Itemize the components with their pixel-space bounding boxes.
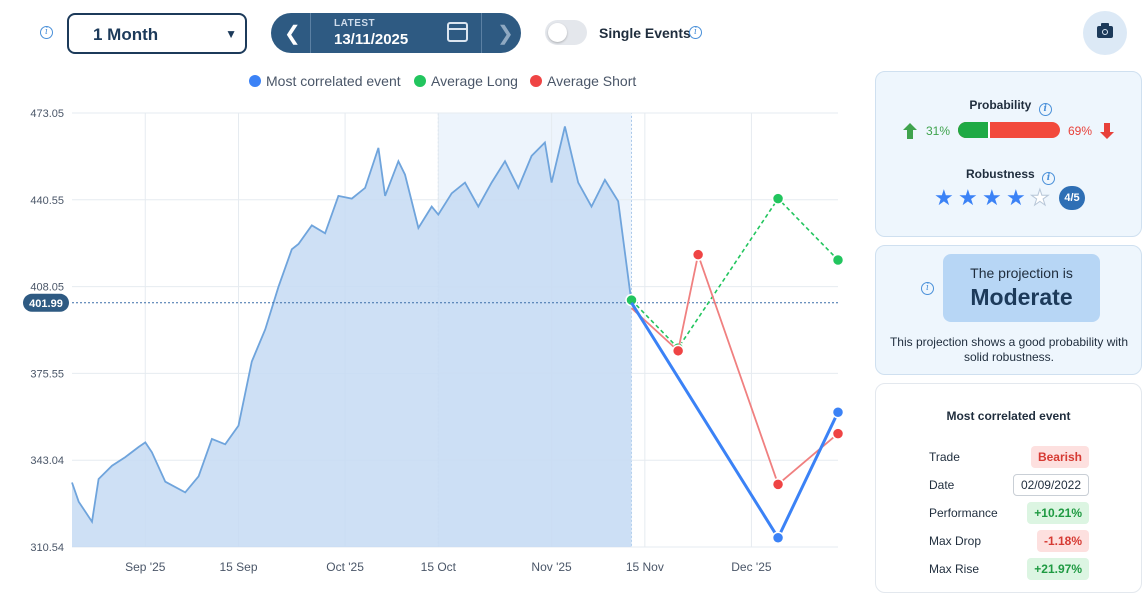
average-long-line <box>630 197 839 350</box>
probability-card: Probability i 31% 69% Robustness i ★ ★ ★ ★ ★… <box>875 71 1142 237</box>
most-correlated-point <box>831 405 845 419</box>
star-icon: ★ <box>934 185 954 210</box>
x-tick-label: 15 Sep <box>219 560 257 574</box>
x-tick-label: Nov '25 <box>531 560 572 574</box>
info-icon[interactable]: i <box>689 26 702 39</box>
period-select-value: 1 Month <box>93 25 159 44</box>
date-caption: LATEST <box>334 18 376 29</box>
stat-key: Trade <box>929 450 960 464</box>
average-short-point <box>771 478 785 491</box>
probability-bar <box>958 122 1060 138</box>
x-tick-label: Oct '25 <box>326 560 364 574</box>
average-long-point <box>771 192 785 205</box>
chart-legend: Most correlated event Average Long Avera… <box>0 66 870 96</box>
stat-key: Performance <box>929 506 998 520</box>
toggle-knob <box>548 23 567 42</box>
most-correlated-point <box>771 531 785 545</box>
arrow-down-icon <box>1100 123 1114 139</box>
legend-label: Average Short <box>547 73 637 89</box>
projection-description: This projection shows a good probability… <box>889 335 1129 364</box>
chevron-right-icon: ❯ <box>497 23 514 45</box>
stat-value: Bearish <box>1030 446 1089 468</box>
legend-average-short[interactable]: Average Short <box>530 73 636 89</box>
average-short-point <box>671 344 685 358</box>
info-icon[interactable]: i <box>1042 172 1056 185</box>
stat-key: Date <box>929 478 955 492</box>
date-value: 13/11/2025 <box>334 31 409 48</box>
stat-value: -1.18% <box>1036 530 1089 552</box>
stat-key: Max Rise <box>929 562 980 576</box>
current-value-label: 401.99 <box>29 298 63 310</box>
chevron-left-icon: ❮ <box>284 23 301 45</box>
chevron-down-icon: ▼ <box>225 27 237 41</box>
price-chart[interactable]: 473.05 440.55 408.05 375.55 343.04 310.54 Sep … <box>0 66 870 585</box>
calendar-icon[interactable] <box>447 22 468 42</box>
price-line <box>71 126 633 525</box>
legend-most-correlated[interactable]: Most correlated event <box>249 73 401 89</box>
x-tick-label: Dec '25 <box>731 560 772 574</box>
probability-up-value: 31% <box>926 124 951 138</box>
stat-value: +21.97% <box>1027 558 1089 580</box>
single-events-toggle[interactable] <box>545 20 587 45</box>
most-correlated-title: Most correlated event <box>946 409 1071 423</box>
most-correlated-card: Most correlated event Trade Bearish Date 02… <box>875 383 1142 593</box>
chart-area: Most correlated event Average Long Avera… <box>0 66 870 585</box>
robustness-title: Robustness i <box>876 167 1141 185</box>
probability-bar-up <box>958 122 990 138</box>
toolbar: i 1 Month ▼ ❮ LATEST 13/11/2025 ❯ Single… <box>0 0 1142 66</box>
stat-value: +10.21% <box>1027 502 1089 524</box>
x-tick-label: 15 Oct <box>421 560 457 574</box>
robustness-title-text: Robustness <box>965 167 1035 181</box>
y-tick-label: 408.05 <box>30 282 64 294</box>
screenshot-button[interactable] <box>1083 11 1127 55</box>
probability-title-text: Probability <box>969 98 1032 112</box>
y-tick-label: 310.54 <box>30 542 64 554</box>
y-tick-label: 343.04 <box>30 455 64 467</box>
projection-badge: The projection is Moderate <box>943 254 1100 322</box>
star-icon: ★ <box>1030 185 1051 210</box>
stat-row: Trade Bearish <box>929 446 1089 468</box>
single-events-label: Single Events <box>599 25 691 41</box>
probability-title: Probability i <box>876 98 1141 116</box>
previous-date-button[interactable]: ❮ <box>271 13 311 53</box>
average-long-point <box>831 253 845 267</box>
stat-row: Max Drop -1.18% <box>929 530 1089 552</box>
current-value-badge <box>23 293 69 312</box>
star-icon: ★ <box>958 185 978 210</box>
legend-label: Most correlated event <box>266 73 401 89</box>
info-icon[interactable]: i <box>921 282 934 295</box>
price-area <box>72 126 632 547</box>
average-short-point <box>831 427 845 440</box>
info-icon[interactable]: i <box>40 26 53 39</box>
average-short-line <box>630 251 839 486</box>
legend-label: Average Long <box>431 73 518 89</box>
date-navigator: ❮ LATEST 13/11/2025 ❯ <box>271 13 521 53</box>
star-icon: ★ <box>982 185 1002 210</box>
camera-icon <box>1097 23 1113 38</box>
robustness-badge: 4/5 <box>1059 186 1085 210</box>
projection-card: i The projection is Moderate This projec… <box>875 245 1142 375</box>
y-tick-label: 473.05 <box>30 108 64 120</box>
y-tick-label: 375.55 <box>30 368 64 380</box>
x-tick-label: 15 Nov <box>626 560 664 574</box>
stat-row: Max Rise +21.97% <box>929 558 1089 580</box>
stat-value: 02/09/2022 <box>1012 474 1089 496</box>
projection-prefix: The projection is <box>970 265 1073 281</box>
stat-key: Max Drop <box>929 534 982 548</box>
info-icon[interactable]: i <box>1038 103 1052 116</box>
next-date-button[interactable]: ❯ <box>481 13 521 53</box>
period-select[interactable]: 1 Month ▼ <box>67 13 247 54</box>
probability-down-value: 69% <box>1068 124 1093 138</box>
average-short-point <box>691 248 705 261</box>
arrow-up-icon <box>903 123 917 139</box>
y-tick-label: 440.55 <box>30 195 64 207</box>
legend-average-long[interactable]: Average Long <box>414 73 518 89</box>
star-icon: ★ <box>1006 185 1026 210</box>
projection-level: Moderate <box>970 284 1073 310</box>
stat-row: Performance +10.21% <box>929 502 1089 524</box>
most-correlated-line <box>630 302 840 541</box>
stat-row: Date 02/09/2022 <box>929 474 1089 496</box>
x-tick-label: Sep '25 <box>125 560 166 574</box>
